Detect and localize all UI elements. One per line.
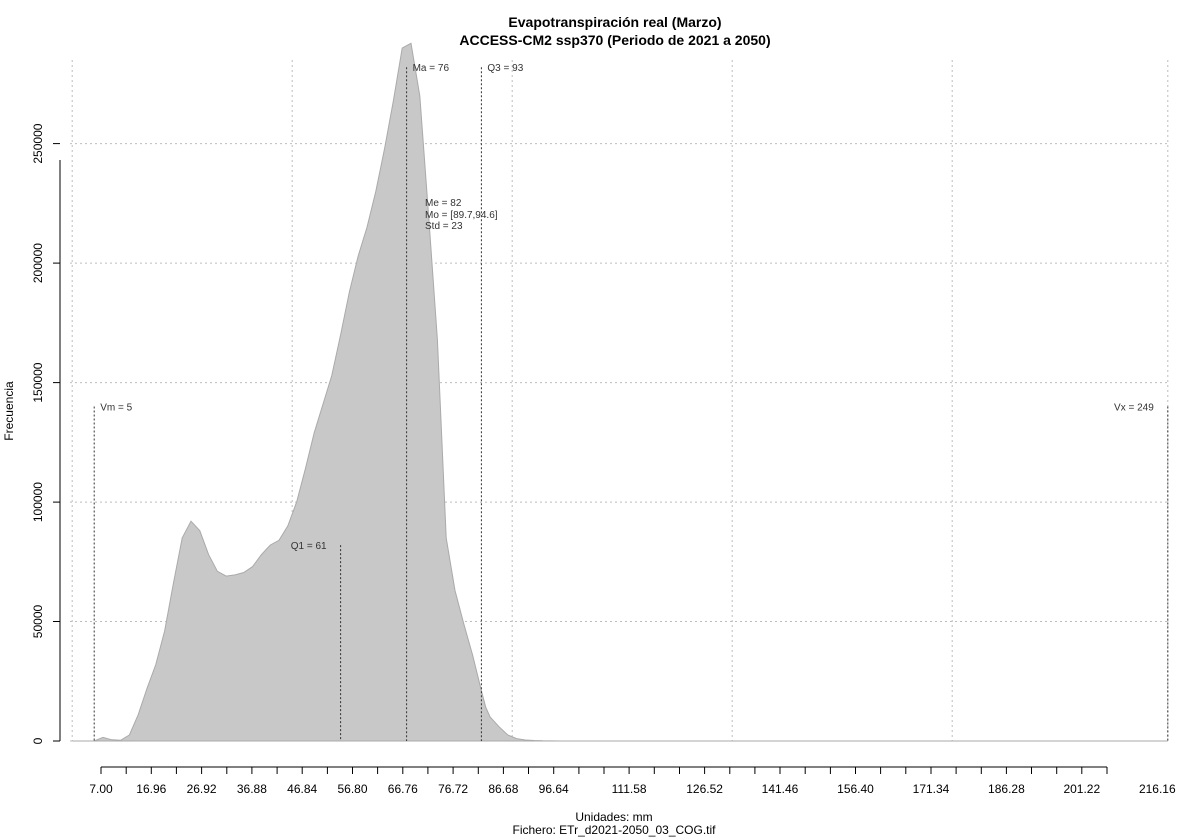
x-tick-label: 171.34 xyxy=(913,782,950,796)
x-tick-label: 26.92 xyxy=(187,782,217,796)
x-tick-label: 156.40 xyxy=(837,782,874,796)
reference-label: Q3 = 93 xyxy=(487,63,523,74)
y-tick-label: 50000 xyxy=(31,604,45,638)
y-tick-label: 250000 xyxy=(31,123,45,163)
x-axis-label: Unidades: mm xyxy=(575,810,652,824)
x-tick-label: 7.00 xyxy=(89,782,113,796)
y-axis-label: Frecuencia xyxy=(2,381,16,441)
x-tick-label: 186.28 xyxy=(988,782,1025,796)
stat-std: Std = 23 xyxy=(425,221,463,232)
x-tick-label: 36.88 xyxy=(237,782,267,796)
x-tick-label: 111.58 xyxy=(612,782,647,796)
x-axis: 7.00 16.96 26.92 36.88 46.84 56.80 66.76 76.72 8… xyxy=(89,766,1176,796)
reference-label: Vx = 249 xyxy=(1114,403,1154,414)
x-tick-label: 216.16 xyxy=(1139,782,1176,796)
reference-label: Vm = 5 xyxy=(100,403,132,414)
y-tick-label: 150000 xyxy=(31,362,45,402)
file-footer: Fichero: ETr_d2021-2050_03_COG.tif xyxy=(513,823,717,837)
x-tick-label: 96.64 xyxy=(539,782,569,796)
y-tick-label: 100000 xyxy=(31,482,45,522)
chart-subtitle: ACCESS-CM2 ssp370 (Periodo de 2021 a 205… xyxy=(459,32,770,48)
stat-median: Me = 82 xyxy=(425,198,462,209)
reference-label: Q1 = 61 xyxy=(291,541,327,552)
density-area xyxy=(72,42,1168,742)
y-axis: 0 50000 100000 150000 200000 250000 xyxy=(31,123,61,744)
chart-title: Evapotranspiración real (Marzo) xyxy=(508,14,721,30)
y-tick-label: 0 xyxy=(31,737,45,744)
x-tick-label: 201.22 xyxy=(1063,782,1100,796)
x-tick-label: 16.96 xyxy=(136,782,166,796)
x-tick-label: 141.46 xyxy=(762,782,799,796)
x-tick-label: 66.76 xyxy=(388,782,418,796)
y-tick-label: 200000 xyxy=(31,243,45,283)
stats-box: Me = 82 Mo = [89.7,94.6] Std = 23 xyxy=(425,198,498,232)
reference-label: Ma = 76 xyxy=(413,63,450,74)
reference-lines: Vm = 5 Q1 = 61 Ma = 76 Q3 = 93 Vx = 249 xyxy=(93,63,1169,741)
x-tick-label: 126.52 xyxy=(686,782,723,796)
x-tick-label: 76.72 xyxy=(438,782,468,796)
x-tick-label: 56.80 xyxy=(337,782,367,796)
x-tick-label: 86.68 xyxy=(488,782,518,796)
stat-mode: Mo = [89.7,94.6] xyxy=(425,210,498,221)
x-tick-label: 46.84 xyxy=(287,782,317,796)
